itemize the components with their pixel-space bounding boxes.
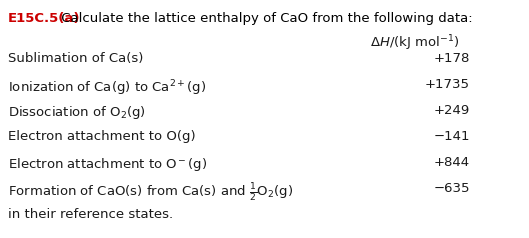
Text: Sublimation of Ca(s): Sublimation of Ca(s) (8, 52, 143, 65)
Text: Ionization of Ca(g) to Ca$^{2+}$(g): Ionization of Ca(g) to Ca$^{2+}$(g) (8, 78, 206, 98)
Text: Dissociation of O$_2$(g): Dissociation of O$_2$(g) (8, 104, 146, 121)
Text: +249: +249 (434, 104, 470, 117)
Text: −141: −141 (433, 130, 470, 143)
Text: Electron attachment to O(g): Electron attachment to O(g) (8, 130, 196, 143)
Text: $\Delta H$/(kJ mol$^{-1}$): $\Delta H$/(kJ mol$^{-1}$) (370, 33, 460, 53)
Text: +178: +178 (434, 52, 470, 65)
Text: Electron attachment to O$^-$(g): Electron attachment to O$^-$(g) (8, 156, 207, 173)
Text: Formation of CaO(s) from Ca(s) and $\frac{1}{2}$O$_2$(g): Formation of CaO(s) from Ca(s) and $\fra… (8, 182, 293, 204)
Text: E15C.5(a): E15C.5(a) (8, 12, 80, 25)
Text: Calculate the lattice enthalpy of CaO from the following data:: Calculate the lattice enthalpy of CaO fr… (57, 12, 472, 25)
Text: +844: +844 (434, 156, 470, 169)
Text: +1735: +1735 (425, 78, 470, 91)
Text: in their reference states.: in their reference states. (8, 208, 173, 221)
Text: −635: −635 (433, 182, 470, 195)
